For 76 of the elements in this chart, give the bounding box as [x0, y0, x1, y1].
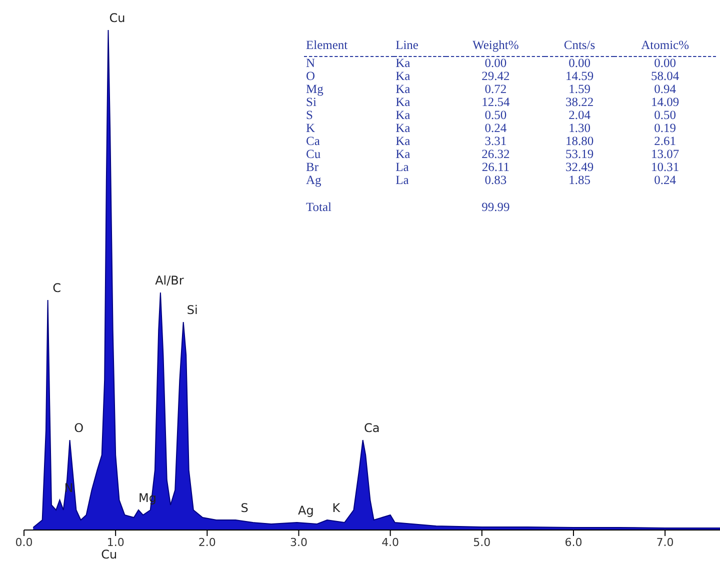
text: Mg [306, 82, 324, 96]
text: 2.61 [654, 134, 676, 148]
text: S [306, 108, 313, 122]
annotation: Si [186, 303, 198, 317]
text: La [396, 160, 409, 174]
text: 99.99 [482, 200, 510, 214]
text: 0.24 [654, 173, 676, 187]
text: 32.49 [565, 160, 594, 174]
annotation: O [74, 421, 84, 435]
text: 0.83 [484, 173, 507, 187]
text: 0.24 [484, 121, 507, 135]
text: Ka [396, 69, 410, 83]
text: 14.59 [565, 69, 594, 83]
text: Ag [306, 173, 322, 187]
text: 26.32 [482, 147, 510, 161]
text: Br [306, 160, 318, 174]
text: 26.11 [482, 160, 510, 174]
text: 0.00 [484, 56, 507, 70]
x-tick-label: 1.0 [106, 536, 124, 549]
x-tick-label: 7.0 [656, 536, 674, 549]
annotation: Al/Br [155, 274, 184, 288]
x-tick-label: 4.0 [382, 536, 400, 549]
text: Cu [306, 147, 321, 161]
category-label: Element [304, 38, 394, 56]
annotation: S [240, 501, 248, 515]
text: 1.59 [568, 82, 590, 96]
text: 0.50 [654, 108, 676, 122]
text: Ka [396, 121, 410, 135]
text: La [396, 173, 409, 187]
x-tick-label: 2.0 [198, 536, 216, 549]
annotation: Ca [364, 421, 380, 435]
text: Ka [396, 134, 410, 148]
text: Ca [306, 134, 320, 148]
text: 0.19 [654, 121, 676, 135]
text: 0.50 [484, 108, 507, 122]
x-tick-label: 3.0 [290, 536, 308, 549]
text: 0.00 [654, 56, 676, 70]
x-tick-label: 6.0 [564, 536, 582, 549]
text: Ka [396, 56, 410, 70]
text: N [306, 56, 316, 70]
category-label: Atomic% [614, 38, 716, 56]
text: Total [306, 200, 332, 214]
category-label: Weight% [446, 38, 545, 56]
text: 1.30 [568, 121, 590, 135]
annotation: Cu [109, 11, 126, 25]
x-tick-label: 0.0 [15, 536, 33, 549]
text: 13.07 [650, 147, 680, 161]
text: Ka [396, 82, 410, 96]
text: 10.31 [650, 160, 680, 174]
annotation: K [332, 501, 342, 515]
text: 0.00 [568, 56, 590, 70]
text: 0.94 [654, 82, 676, 96]
text: 53.19 [565, 147, 594, 161]
x-tick-label: 5.0 [473, 536, 491, 549]
category-label: Line [394, 38, 446, 56]
annotation: Ag [298, 504, 314, 518]
text: Si [306, 95, 316, 109]
text: 14.09 [650, 95, 680, 109]
text: 2.04 [568, 108, 590, 122]
text: 29.42 [482, 69, 510, 83]
annotation: N [64, 481, 74, 495]
annotation: C [52, 281, 62, 295]
text: O [306, 69, 316, 83]
text: Ka [396, 95, 410, 109]
text: 1.85 [568, 173, 590, 187]
text: 18.80 [565, 134, 594, 148]
annotation: Cu [101, 548, 118, 562]
text: 58.04 [650, 69, 680, 83]
text: Ka [396, 147, 410, 161]
text: 0.72 [484, 82, 507, 96]
text: 12.54 [482, 95, 510, 109]
text: 38.22 [565, 95, 594, 109]
text: K [306, 121, 316, 135]
text: Ka [396, 108, 410, 122]
category-label: Cnts/s [544, 38, 614, 56]
text: 3.31 [484, 134, 507, 148]
